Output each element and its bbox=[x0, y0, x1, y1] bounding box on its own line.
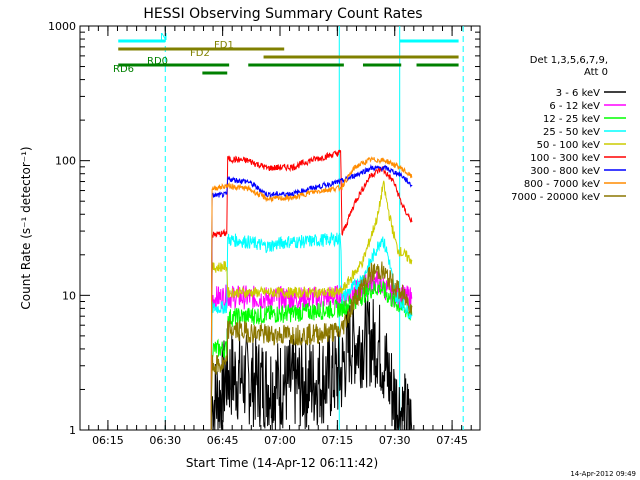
legend-title-line-1: Det 1,3,5,6,7,9, bbox=[530, 55, 608, 66]
y-tick-label: 10 bbox=[62, 289, 76, 302]
x-tick-label: 07:30 bbox=[379, 434, 411, 447]
x-tick-label: 06:15 bbox=[92, 434, 124, 447]
vertical-markers bbox=[164, 26, 464, 430]
series-line-4 bbox=[210, 180, 413, 431]
state-bars: N FD1 FD2 RD0 RD6 bbox=[113, 32, 459, 75]
legend-entry-label: 3 - 6 keV bbox=[556, 88, 600, 99]
y-tick-label: 100 bbox=[55, 155, 76, 168]
legend-entry-label: 800 - 7000 keV bbox=[524, 179, 600, 190]
y-axis-label: Count Rate (s⁻¹ detector⁻¹) bbox=[19, 146, 33, 309]
series-line-6 bbox=[210, 163, 413, 431]
series-line-3 bbox=[210, 232, 413, 431]
series-line-0 bbox=[210, 294, 413, 431]
legend-entry-label: 100 - 300 keV bbox=[530, 153, 600, 164]
legend: 3 - 6 keV 6 - 12 keV 12 - 25 keV 25 - 50 ke… bbox=[511, 88, 626, 203]
x-axis-label: Start Time (14-Apr-12 06:11:42) bbox=[186, 456, 378, 470]
legend-title-line-2: Att 0 bbox=[584, 67, 608, 78]
legend-entry-label: 12 - 25 keV bbox=[543, 114, 600, 125]
legend-entry-label: 300 - 800 keV bbox=[530, 166, 600, 177]
y-axis-ticks: 1 10 100 1000 bbox=[48, 20, 480, 437]
legend-entry-label: 7000 - 20000 keV bbox=[511, 192, 600, 203]
x-tick-label: 06:45 bbox=[207, 434, 239, 447]
series-line-7 bbox=[210, 156, 413, 431]
y-tick-label: 1 bbox=[69, 424, 76, 437]
legend-entry-label: 6 - 12 keV bbox=[549, 101, 600, 112]
x-tick-label: 06:30 bbox=[149, 434, 181, 447]
chart-title: HESSI Observing Summary Count Rates bbox=[143, 6, 422, 22]
footer-timestamp: 14-Apr-2012 09:49 bbox=[570, 470, 636, 478]
legend-entry-label: 50 - 100 keV bbox=[537, 140, 601, 151]
state-bar-label-fd1: FD1 bbox=[214, 40, 234, 51]
state-bar-label-n: N bbox=[160, 32, 167, 43]
state-bar-label-rd0: RD0 bbox=[147, 56, 168, 67]
state-bar-label-rd6: RD6 bbox=[113, 64, 134, 75]
x-tick-label: 07:15 bbox=[322, 434, 354, 447]
x-tick-label: 07:45 bbox=[436, 434, 468, 447]
x-tick-label: 07:00 bbox=[264, 434, 296, 447]
legend-entry-label: 25 - 50 keV bbox=[543, 127, 600, 138]
y-tick-label: 1000 bbox=[48, 20, 76, 33]
series-line-8 bbox=[210, 261, 413, 431]
series-lines bbox=[210, 149, 413, 431]
state-bar-label-fd2: FD2 bbox=[190, 48, 210, 59]
x-axis-ticks: 06:15 06:30 06:45 07:00 07:15 07:30 07:45 bbox=[88, 26, 472, 447]
series-line-5 bbox=[210, 149, 413, 431]
